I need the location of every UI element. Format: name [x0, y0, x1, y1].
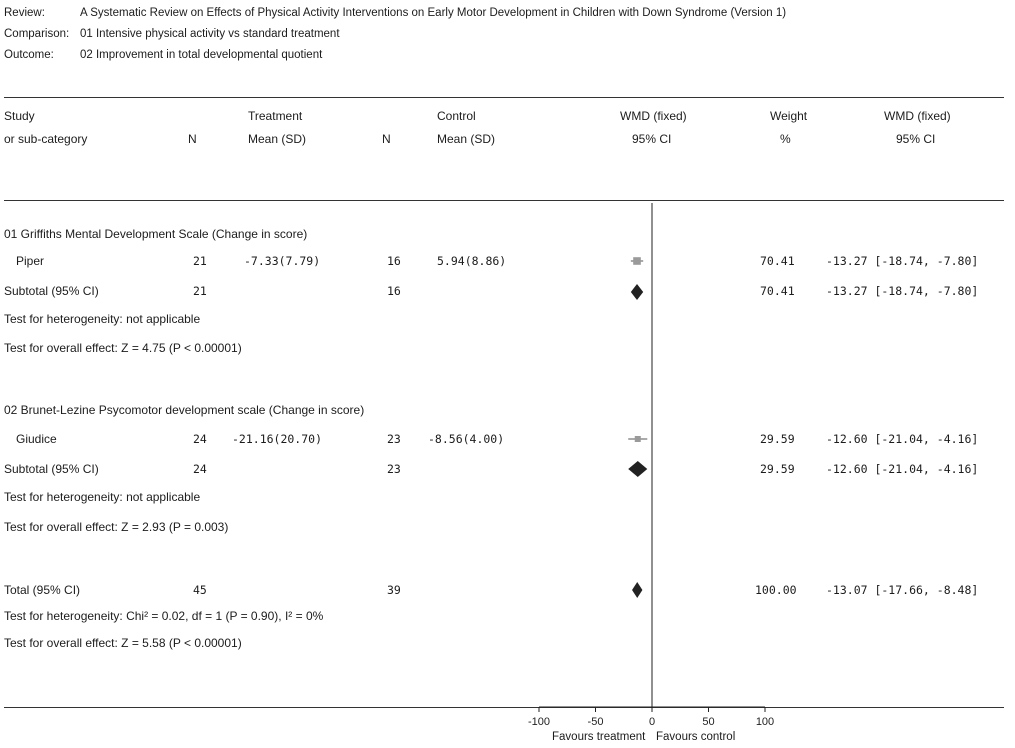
study-n-treatment: 24: [193, 432, 207, 446]
study-mean-sd-treatment: -21.16(20.70): [232, 432, 323, 446]
study-estimate-square: [633, 257, 641, 265]
study-wmd-ci: -13.27 [-18.74, -7.80]: [826, 254, 979, 268]
subtotal-weight: 70.41: [760, 284, 795, 298]
header-weight-percent: %: [780, 132, 791, 146]
header-divider: [4, 200, 1004, 201]
x-axis-tick-label: -100: [528, 716, 550, 728]
total-wmd-ci: -13.07 [-17.66, -8.48]: [826, 583, 979, 597]
study-estimate-square: [634, 436, 641, 442]
header-treatment: Treatment: [248, 109, 303, 123]
study-wmd-ci: -12.60 [-21.04, -4.16]: [826, 432, 979, 446]
header-subcategory: or sub-category: [4, 132, 88, 146]
heterogeneity-test: Test for heterogeneity: not applicable: [4, 490, 201, 504]
total-heterogeneity-test: Test for heterogeneity: Chi² = 0.02, df …: [4, 609, 324, 623]
subtotal-n-treatment: 24: [193, 462, 207, 476]
header-control: Control: [437, 109, 476, 123]
subtotal-n-control: 16: [387, 284, 401, 298]
subtotal-wmd-ci: -12.60 [-21.04, -4.16]: [826, 462, 979, 476]
bottom-divider: [4, 707, 1004, 708]
subtotal-n-treatment: 21: [193, 284, 207, 298]
header-n-treatment: N: [188, 132, 197, 146]
study-mean-sd-control: 5.94(8.86): [437, 254, 507, 268]
header-wmd-value: WMD (fixed): [884, 109, 951, 123]
review-label: Review:: [4, 7, 45, 19]
favours-control-label: Favours control: [656, 731, 736, 743]
x-axis-tick-label: 50: [702, 716, 714, 728]
top-divider: [4, 97, 1004, 98]
header-control-mean-sd: Mean (SD): [437, 132, 496, 146]
subtotal-diamond: [630, 284, 644, 300]
study-weight: 70.41: [760, 254, 795, 268]
study-name: Giudice: [16, 432, 57, 446]
outcome-value: 02 Improvement in total developmental qu…: [80, 49, 323, 61]
group-title: 01 Griffiths Mental Development Scale (C…: [4, 227, 308, 241]
total-overall-effect-test: Test for overall effect: Z = 5.58 (P < 0…: [4, 636, 242, 650]
header-study: Study: [4, 109, 35, 123]
study-mean-sd-control: -8.56(4.00): [428, 432, 505, 446]
group-title: 02 Brunet-Lezine Psycomotor development …: [4, 403, 365, 417]
comparison-label: Comparison:: [4, 28, 70, 40]
subtotal-wmd-ci: -13.27 [-18.74, -7.80]: [826, 284, 979, 298]
subtotal-diamond: [628, 461, 648, 477]
study-n-control: 23: [387, 432, 401, 446]
overall-effect-test: Test for overall effect: Z = 4.75 (P < 0…: [4, 341, 242, 355]
comparison-value: 01 Intensive physical activity vs standa…: [80, 28, 340, 40]
review-title: A Systematic Review on Effects of Physic…: [80, 7, 787, 19]
subtotal-n-control: 23: [387, 462, 401, 476]
header-wmd-plot: WMD (fixed): [620, 109, 687, 123]
favours-treatment-label: Favours treatment: [552, 731, 646, 743]
total-diamond: [632, 582, 643, 598]
x-axis-tick-label: -50: [588, 716, 604, 728]
header-n-control: N: [382, 132, 391, 146]
heterogeneity-test: Test for heterogeneity: not applicable: [4, 312, 201, 326]
study-mean-sd-treatment: -7.33(7.79): [244, 254, 321, 268]
subtotal-weight: 29.59: [760, 462, 795, 476]
study-weight: 29.59: [760, 432, 795, 446]
subtotal-label: Subtotal (95% CI): [4, 284, 99, 298]
total-label: Total (95% CI): [4, 583, 81, 597]
x-axis-tick-label: 100: [756, 716, 774, 728]
header-wmd-plot-ci: 95% CI: [632, 132, 672, 146]
header-treatment-mean-sd: Mean (SD): [248, 132, 307, 146]
header-wmd-value-ci: 95% CI: [896, 132, 936, 146]
total-n-control: 39: [387, 583, 401, 597]
overall-effect-test: Test for overall effect: Z = 2.93 (P = 0…: [4, 520, 229, 534]
subtotal-label: Subtotal (95% CI): [4, 462, 99, 476]
study-n-control: 16: [387, 254, 401, 268]
header-weight: Weight: [770, 109, 808, 123]
study-n-treatment: 21: [193, 254, 207, 268]
study-name: Piper: [16, 254, 45, 268]
x-axis-tick-label: 0: [649, 716, 655, 728]
total-weight: 100.00: [755, 583, 797, 597]
total-n-treatment: 45: [193, 583, 207, 597]
outcome-label: Outcome:: [4, 49, 54, 61]
